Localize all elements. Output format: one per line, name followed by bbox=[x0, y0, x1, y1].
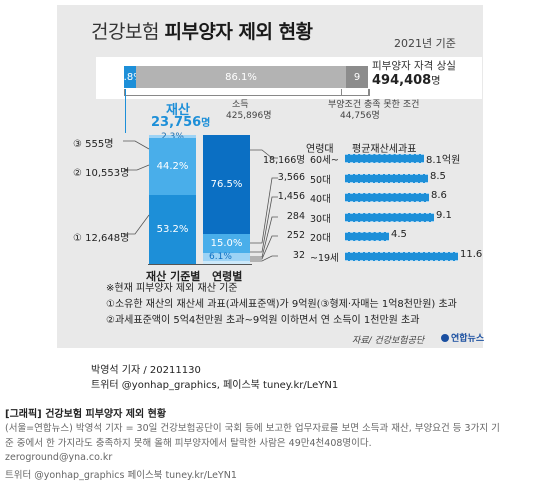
age-count-0: 18,166명 bbox=[263, 155, 305, 166]
source-note: 자료/ 건강보험공단 bbox=[352, 336, 425, 346]
dependent-bracket bbox=[341, 89, 370, 96]
year-note: 2021년 기준 bbox=[394, 37, 456, 50]
age-category-0: 60세~ bbox=[310, 155, 339, 166]
age-asset-value-5: 11.6 bbox=[460, 249, 483, 260]
age-asset-value-0: 8.1억원 bbox=[426, 155, 461, 166]
age-category-3: 30대 bbox=[310, 214, 331, 225]
lost-label: 피부양자 자격 상실 bbox=[372, 60, 456, 72]
asset-header: 평균재산세과표 bbox=[352, 144, 417, 155]
connector-line-1 bbox=[250, 177, 278, 244]
age-count-1: 3,566 bbox=[277, 172, 305, 183]
age-asset-value-2: 8.6 bbox=[431, 190, 447, 201]
row-label-2: ② 10,553명 bbox=[73, 168, 130, 179]
age-count-5: 32 bbox=[292, 250, 305, 261]
row-connector-0 bbox=[123, 140, 150, 150]
age-category-5: ~19세 bbox=[310, 253, 339, 264]
age-asset-bar-0 bbox=[345, 154, 424, 163]
age-bar-segment-40s: 6.1% bbox=[203, 252, 250, 262]
age-bar-segment-under40 bbox=[203, 261, 250, 264]
note-1: ①소유한 재산의 재산세 과표(과세표준액)가 9억원(③형제·자매는 1억8천… bbox=[106, 299, 457, 310]
lost-value: 494,408명 bbox=[372, 73, 441, 88]
age-count-2: 1,456 bbox=[277, 191, 305, 202]
age-header: 연령대 bbox=[306, 144, 334, 155]
age-asset-value-4: 4.5 bbox=[391, 229, 407, 240]
age-asset-bar-3 bbox=[345, 213, 434, 222]
logo-icon bbox=[441, 334, 449, 342]
age-count-3: 284 bbox=[286, 211, 305, 222]
caption-email: zeroground@yna.co.kr bbox=[5, 452, 113, 463]
income-bracket bbox=[124, 89, 369, 96]
asset-bar-segment-3: 2.3% bbox=[149, 132, 196, 142]
asset-bar-label: 재산 기준별 bbox=[146, 270, 201, 283]
age-category-4: 20대 bbox=[310, 233, 331, 244]
asset-pointer-line bbox=[125, 89, 126, 133]
note-2: ②과세표준액이 5억4천만원 초과~9억원 이하면서 연 소득이 1천만원 초과 bbox=[106, 315, 420, 326]
byline-social: 트위터 @yonhap_graphics, 페이스북 tuney.kr/LeYN… bbox=[91, 380, 339, 391]
asset-title: 재산 bbox=[166, 103, 190, 118]
connector-line-5 bbox=[250, 255, 278, 262]
age-asset-bar-1 bbox=[345, 174, 428, 183]
dependent-label: 부양조건 충족 못한 조건 bbox=[328, 100, 420, 110]
byline-author: 박영석 기자 / 20211130 bbox=[91, 365, 201, 376]
connector-line-2 bbox=[250, 196, 278, 253]
income-value: 425,896명 bbox=[226, 111, 272, 121]
dependent-value: 44,756명 bbox=[340, 111, 380, 121]
age-bar-segment-60plus: 76.5% bbox=[203, 135, 250, 234]
row-label-1: ① 12,648명 bbox=[73, 233, 130, 244]
row-label-3: ③ 555명 bbox=[73, 139, 114, 150]
age-bar-segment-50s: 15.0% bbox=[203, 234, 250, 253]
caption-title: [그래픽] 건강보험 피부양자 제외 현황 bbox=[5, 409, 167, 420]
yonhap-logo: 연합뉴스 bbox=[441, 331, 484, 344]
connector-line-0 bbox=[250, 149, 278, 159]
row-connector-2 bbox=[123, 214, 150, 235]
row-connector-1 bbox=[125, 164, 150, 171]
age-asset-bar-4 bbox=[345, 232, 389, 241]
note-header: ※현재 피부양자 제외 재산 기준 bbox=[106, 283, 238, 294]
asset-bar-segment-1: 53.2% bbox=[149, 195, 196, 264]
top-segment-dependent: 9 bbox=[346, 66, 368, 88]
top-segment-income: 86.1% bbox=[136, 66, 346, 88]
caption-body-2: 준 중에서 한 가지라도 충족하지 못해 올해 피부양자에서 탈락한 사람은 4… bbox=[5, 438, 372, 449]
connector-line-4 bbox=[250, 235, 278, 260]
income-label: 소득 bbox=[232, 100, 249, 110]
asset-total: 23,756명 bbox=[151, 115, 211, 130]
age-bar-label: 연령별 bbox=[212, 270, 243, 283]
caption-social: 트위터 @yonhap_graphics 페이스북 tuney.kr/LeYN1 bbox=[5, 470, 237, 481]
age-asset-value-3: 9.1 bbox=[436, 210, 452, 221]
chart-title: 건강보험 피부양자 제외 현황 bbox=[91, 21, 313, 43]
age-asset-bar-5 bbox=[345, 252, 458, 261]
connector-line-3 bbox=[250, 216, 278, 258]
top-segment-asset: 4.8% bbox=[117, 66, 143, 88]
age-category-1: 50대 bbox=[310, 175, 331, 186]
asset-bar-segment-2: 44.2% bbox=[149, 138, 196, 195]
age-asset-bar-2 bbox=[345, 193, 429, 202]
caption-body-1: (서울=연합뉴스) 박영석 기자 = 30일 건강보험공단이 국회 등에 보고한… bbox=[5, 423, 500, 434]
age-count-4: 252 bbox=[286, 230, 305, 241]
age-category-2: 40대 bbox=[310, 194, 331, 205]
age-asset-value-1: 8.5 bbox=[430, 171, 446, 182]
bar-baseline bbox=[148, 264, 252, 265]
